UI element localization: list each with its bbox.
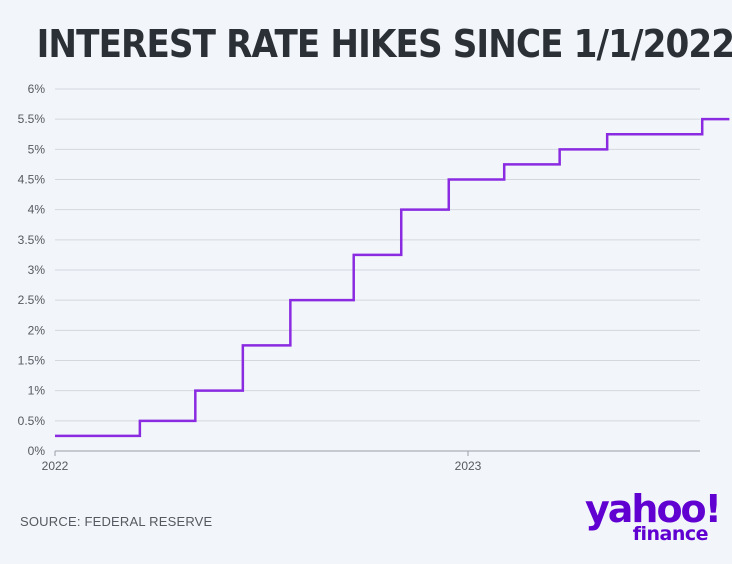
y-tick-label: 5% bbox=[28, 142, 46, 156]
logo-sub: finance bbox=[632, 523, 709, 545]
x-tick-label: 2023 bbox=[455, 459, 482, 473]
y-tick-label: 5.5% bbox=[18, 112, 46, 126]
y-tick-label: 0% bbox=[28, 444, 46, 458]
y-tick-label: 2.5% bbox=[18, 293, 46, 307]
series-line bbox=[55, 117, 730, 438]
y-axis-ticks: 0% 0.5% 1% 1.5% 2% 2.5% 3% 3.5% 4% 4.5% 5% 5.5% 6% bbox=[18, 82, 46, 458]
x-tick-label: 2022 bbox=[42, 459, 69, 473]
yahoo-finance-logo: yahoo! finance bbox=[580, 487, 722, 550]
y-tick-label: 3.5% bbox=[18, 233, 46, 247]
source-note: SOURCE: FEDERAL RESERVE bbox=[20, 514, 213, 529]
y-tick-label: 4% bbox=[28, 203, 46, 217]
y-tick-label: 3% bbox=[28, 263, 46, 277]
y-tick-label: 2% bbox=[28, 323, 46, 337]
grid bbox=[55, 88, 700, 452]
chart-title: INTEREST RATE HIKES SINCE 1/1/2022 bbox=[36, 22, 732, 66]
y-tick-label: 4.5% bbox=[18, 173, 46, 187]
y-tick-label: 6% bbox=[28, 82, 46, 96]
y-tick-label: 1% bbox=[28, 384, 46, 398]
y-tick-label: 1.5% bbox=[18, 354, 46, 368]
y-tick-label: 0.5% bbox=[18, 414, 46, 428]
x-axis-ticks: 2022 2023 bbox=[42, 451, 482, 473]
logo-brand: yahoo! bbox=[584, 487, 722, 531]
